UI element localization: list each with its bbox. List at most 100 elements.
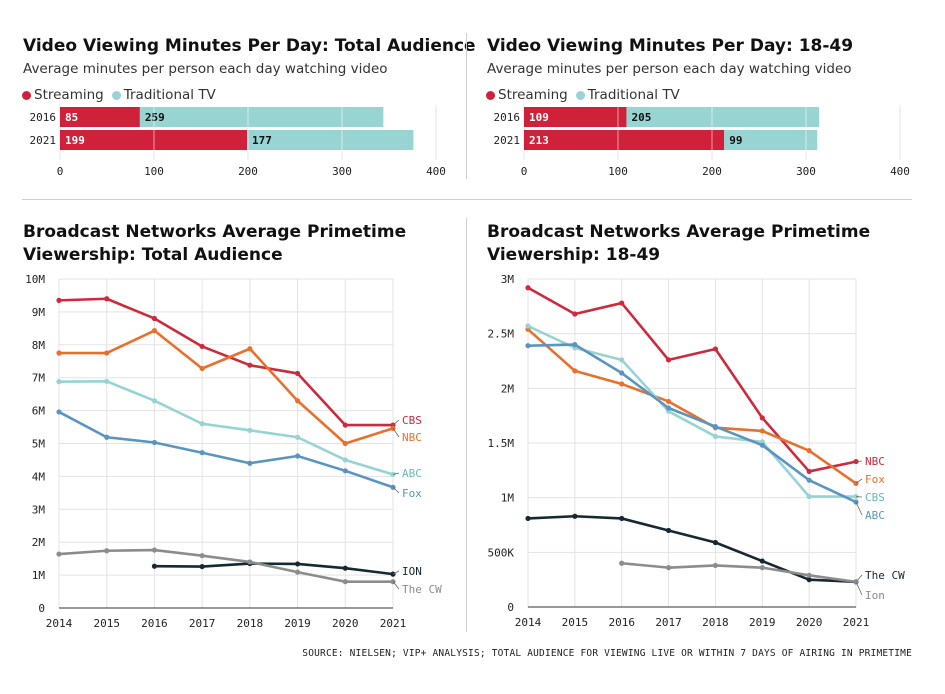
series-line-fox [526, 327, 858, 485]
point-abc [104, 378, 110, 384]
x-tick-label: 200 [702, 165, 722, 178]
series-label-abc: ABC [402, 467, 422, 480]
point-the-cw [759, 558, 765, 564]
point-cbs [199, 343, 205, 350]
x-tick-label: 300 [332, 165, 352, 178]
traditional-tv-legend-dot-icon [111, 90, 121, 100]
series-line-abc [57, 380, 395, 476]
line-chart-1849-plot: 0 500K 1M 1.5M 2M 2.5M 3M 2014 2015 2016 2017 2018 2… [488, 273, 906, 629]
point-abc [342, 457, 348, 463]
legend-item-traditional-tv: Traditional TV [575, 87, 680, 103]
data-label-streaming-2021: 199 [65, 134, 85, 147]
point-abc [806, 477, 812, 483]
point-fox [572, 368, 578, 374]
y-tick-label: 2.5M [488, 328, 515, 341]
point-cbs [104, 296, 110, 302]
series-line-nbc [526, 286, 858, 473]
label-leader-abc [855, 501, 863, 516]
series-label-abc: ABC [865, 509, 885, 522]
x-tick-label: 100 [144, 165, 164, 178]
point-abc [712, 424, 719, 430]
point-nbc [342, 440, 348, 447]
legend-label-streaming: Streaming [34, 87, 104, 103]
point-nbc [572, 311, 578, 317]
point-cbs [56, 297, 62, 303]
line-chart-total-plot: 0 1M 2M 3M 4M 5M 6M 7M 8M 9M 10M 2014 2015 2016 2017 20… [25, 273, 442, 630]
data-label-streaming-2016: 109 [529, 111, 549, 124]
legend-item-traditional-tv: Traditional TV [111, 87, 216, 103]
x-tick-label: 200 [238, 165, 258, 178]
point-cbs [294, 370, 301, 377]
point-abc [151, 398, 158, 404]
legend-label-traditional-tv: Traditional TV [123, 87, 216, 103]
point-fox [665, 398, 672, 405]
category-label-2016: 2016 [494, 111, 521, 124]
point-abc [56, 379, 62, 385]
bar-streaming-2016 [524, 107, 627, 127]
data-label-traditional-tv-2021: 177 [252, 134, 272, 147]
y-tick-label: 3M [501, 273, 515, 286]
x-tick-label: 0 [57, 165, 64, 178]
point-the-cw [247, 559, 253, 565]
legend-item-streaming: Streaming [486, 87, 568, 103]
point-the-cw [199, 553, 205, 559]
point-abc [572, 342, 578, 348]
point-nbc [56, 350, 62, 356]
data-label-streaming-2021: 213 [529, 134, 549, 147]
series-label-nbc: NBC [402, 431, 422, 444]
label-leader-fox [855, 478, 863, 484]
series-label-ion: Ion [865, 589, 885, 602]
point-the-cw [665, 527, 672, 534]
bar-chart-total-subtitle: Average minutes per person each day watc… [23, 61, 388, 77]
point-nbc [151, 328, 158, 334]
traditional-tv-legend-dot-icon [575, 90, 585, 100]
point-cbs [712, 433, 719, 440]
category-label-2021: 2021 [494, 134, 521, 147]
horizontal-divider [22, 199, 912, 200]
point-fox [294, 453, 301, 459]
y-tick-label: 2M [32, 536, 46, 549]
bar-traditional-tv-2016 [626, 107, 820, 127]
point-fox [151, 439, 158, 446]
y-tick-label: 4M [32, 470, 46, 483]
point-nbc [712, 346, 719, 352]
label-leader-ion [392, 570, 400, 575]
point-abc [247, 427, 253, 433]
y-tick-label: 8M [32, 339, 46, 352]
label-leader-ion [855, 581, 863, 596]
streaming-legend-dot-icon [22, 90, 31, 100]
point-the-cw [806, 577, 812, 583]
x-tick-label: 2020 [796, 616, 823, 629]
series-line-the-cw [526, 514, 858, 584]
bar-chart-1849-title: Video Viewing Minutes Per Day: 18-49 [487, 36, 854, 56]
category-label-2016: 2016 [30, 111, 57, 124]
x-tick-label: 2018 [237, 617, 264, 630]
x-tick-label: 2016 [141, 617, 168, 630]
point-fox [199, 450, 205, 456]
point-ion [199, 563, 205, 570]
y-tick-label: 1M [32, 569, 46, 582]
point-abc [665, 405, 672, 411]
point-abc [294, 434, 301, 440]
point-cbs [525, 323, 531, 329]
bar-chart-1849-plot: 0 100 200 300 400 2016 109 205 2021 213 99 [494, 105, 910, 178]
point-cbs [619, 357, 625, 363]
series-line-nbc [57, 329, 395, 445]
point-nbc [619, 300, 625, 306]
y-tick-label: 0 [507, 601, 514, 614]
point-nbc [759, 415, 765, 421]
line-chart-total-title-line2: Viewership: Total Audience [23, 245, 283, 265]
series-line-cbs [57, 297, 395, 427]
series-label-the-cw: The CW [402, 583, 442, 596]
x-tick-label: 300 [796, 165, 816, 178]
series-line-ion [153, 562, 395, 576]
bar-chart-total-legend: Streaming Traditional TV [22, 87, 216, 103]
point-the-cw [619, 515, 625, 522]
y-tick-label: 10M [25, 273, 45, 286]
point-the-cw [151, 547, 158, 553]
point-ion [294, 561, 301, 567]
point-cbs [151, 315, 158, 322]
point-fox [56, 409, 62, 415]
x-tick-label: 2018 [702, 616, 729, 629]
line-chart-1849-title-line2: Viewership: 18-49 [487, 245, 661, 265]
